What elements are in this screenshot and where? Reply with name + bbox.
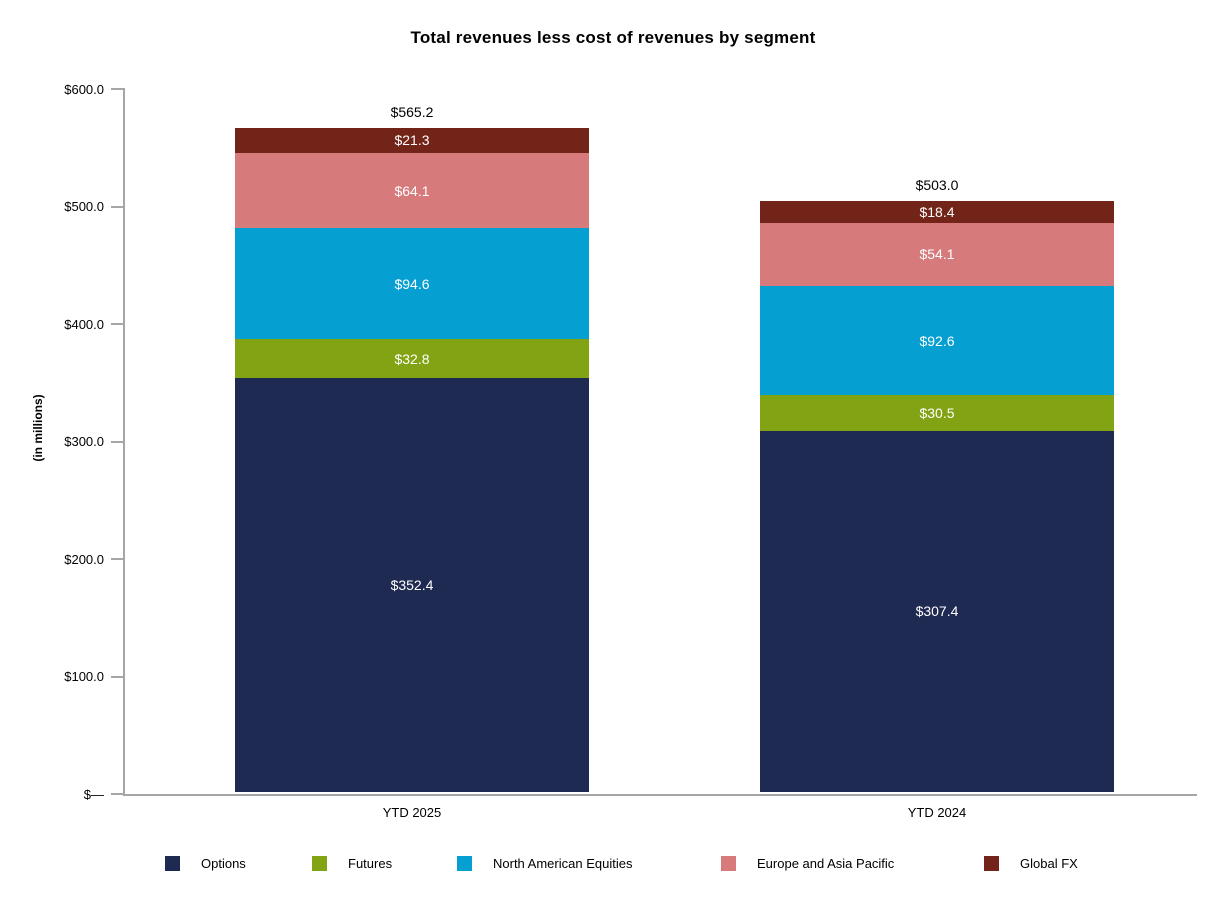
y-tick: $400.0 bbox=[18, 316, 125, 332]
y-tick-label: $400.0 bbox=[64, 316, 104, 332]
stacked-bar-ytd-2025: $352.4 $32.8 $94.6 $64.1 $21.3 bbox=[235, 127, 589, 792]
segment-value-label: $307.4 bbox=[915, 603, 959, 620]
y-tick: $200.0 bbox=[18, 551, 125, 567]
bar-segment-global-fx: $18.4 bbox=[760, 201, 1114, 223]
bar-segment-north-american-equities: $94.6 bbox=[235, 228, 589, 340]
segment-value-label: $21.3 bbox=[394, 132, 430, 149]
x-category-label: YTD 2025 bbox=[382, 805, 442, 820]
bar-total-label: $565.2 bbox=[390, 103, 434, 120]
segment-value-label: $352.4 bbox=[390, 576, 434, 593]
segment-value-label: $30.5 bbox=[919, 404, 955, 421]
y-tick-label: $600.0 bbox=[64, 81, 104, 97]
bar-segment-north-american-equities: $92.6 bbox=[760, 286, 1114, 395]
y-tick-mark bbox=[111, 793, 125, 795]
legend-item-options: Options bbox=[165, 856, 246, 871]
y-tick: $100.0 bbox=[18, 669, 125, 685]
legend-item-europe-and-asia-pacific: Europe and Asia Pacific bbox=[721, 856, 894, 871]
y-tick-mark bbox=[111, 675, 125, 678]
bar-segment-options: $307.4 bbox=[760, 430, 1114, 792]
bar-segment-futures: $32.8 bbox=[235, 339, 589, 378]
y-tick: $600.0 bbox=[18, 81, 125, 97]
chart-title: Total revenues less cost of revenues by … bbox=[410, 28, 816, 47]
y-tick-mark bbox=[111, 440, 125, 443]
bar-segment-europe-and-asia-pacific: $64.1 bbox=[235, 152, 589, 229]
legend-label: Options bbox=[201, 856, 246, 871]
x-category-label: YTD 2024 bbox=[907, 805, 967, 820]
legend-label: North American Equities bbox=[493, 856, 633, 871]
bar-total-label: $503.0 bbox=[915, 176, 959, 193]
x-axis-line bbox=[123, 794, 1197, 796]
y-tick-label: $— bbox=[83, 786, 104, 802]
segment-value-label: $64.1 bbox=[394, 182, 430, 199]
y-tick-mark bbox=[111, 88, 125, 90]
stacked-bar-ytd-2024: $307.4 $30.5 $92.6 $54.1 $18.4 bbox=[760, 201, 1114, 792]
legend-swatch bbox=[312, 856, 327, 871]
legend-label: Futures bbox=[348, 856, 393, 871]
legend-swatch bbox=[721, 856, 736, 871]
legend: Options Futures North American Equities Eur… bbox=[0, 856, 1226, 874]
legend-item-futures: Futures bbox=[312, 856, 392, 871]
y-tick-label: $500.0 bbox=[64, 199, 104, 214]
y-tick: $300.0 bbox=[18, 434, 125, 450]
bar-segment-global-fx: $21.3 bbox=[235, 127, 589, 153]
segment-value-label: $94.6 bbox=[394, 275, 430, 292]
segment-value-label: $54.1 bbox=[919, 246, 955, 263]
legend-label: Global FX bbox=[1020, 856, 1078, 871]
y-tick-label: $100.0 bbox=[64, 669, 104, 684]
plot-area: $600.0 $500.0 $400.0 $300.0 $200.0 $100.0 $— $… bbox=[64, 82, 1197, 820]
segment-value-label: $32.8 bbox=[394, 350, 430, 367]
legend-swatch bbox=[165, 856, 180, 871]
y-tick: $500.0 bbox=[18, 199, 125, 215]
y-tick-mark bbox=[111, 205, 125, 208]
y-tick-label: $200.0 bbox=[64, 551, 104, 567]
y-tick-mark bbox=[111, 558, 125, 560]
legend-swatch bbox=[457, 856, 472, 871]
bar-segment-futures: $30.5 bbox=[760, 394, 1114, 431]
legend-label: Europe and Asia Pacific bbox=[757, 856, 895, 871]
y-tick-label: $300.0 bbox=[64, 434, 104, 449]
legend-item-global-fx: Global FX bbox=[984, 856, 1078, 871]
bar-segment-options: $352.4 bbox=[235, 377, 589, 792]
y-tick-mark bbox=[111, 323, 125, 325]
segment-value-label: $18.4 bbox=[919, 203, 955, 220]
legend-item-north-american-equities: North American Equities bbox=[457, 856, 632, 871]
legend-swatch bbox=[984, 856, 999, 871]
segment-value-label: $92.6 bbox=[919, 332, 955, 349]
y-tick: $— bbox=[18, 786, 125, 802]
bar-segment-europe-and-asia-pacific: $54.1 bbox=[760, 222, 1114, 287]
y-axis-title: (in millions) bbox=[31, 394, 45, 462]
